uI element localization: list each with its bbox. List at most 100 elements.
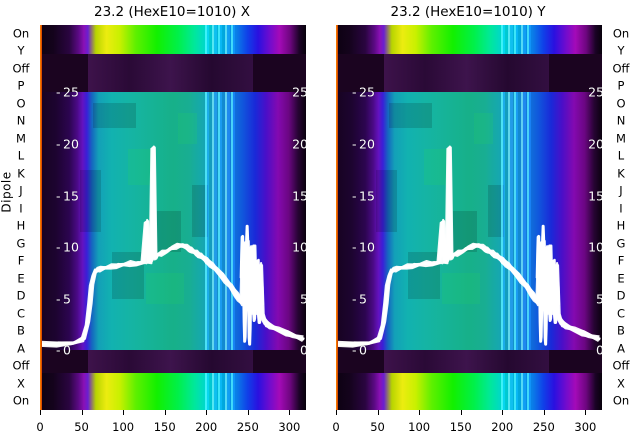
category-tick-label: E [617, 271, 625, 285]
category-tick-label: N [16, 113, 26, 128]
category-tick-label: J [619, 183, 623, 198]
category-axis-right: On Y Off P O N M L K J I H G F E D C B A Off X On [604, 25, 638, 410]
x-axis-tick-label: 50 [370, 420, 385, 434]
category-tick-label: J [19, 183, 23, 198]
inner-y-tick-label: -10 [352, 239, 375, 255]
inner-y-tick-label: 0 [300, 342, 306, 358]
category-tick-label: P [17, 78, 25, 93]
x-axis-tick-label: 150 [449, 420, 472, 434]
category-tick-label: Off [12, 61, 30, 75]
x-axis-tick-mark [419, 410, 421, 415]
inner-y-tick-label: -25 [352, 84, 375, 100]
category-tick-label: K [17, 166, 25, 180]
heat-stripe-region [203, 373, 237, 410]
category-tick-label: D [16, 288, 26, 303]
category-tick-label: I [619, 201, 623, 215]
heatmap-panel-x[interactable]: -25 25 -20 20 -15 15 -10 10 -5 5 -0 0 [40, 25, 306, 410]
heat-texture-patch [442, 272, 480, 304]
category-tick-label: H [16, 218, 26, 233]
x-axis-tick-mark [585, 410, 587, 415]
x-axis-tick-label: 50 [74, 420, 89, 434]
category-tick-label: Off [12, 358, 30, 373]
inner-y-tick-label: -10 [56, 239, 79, 255]
x-axis-tick-label: 200 [195, 420, 218, 434]
heat-gap-lower [40, 350, 306, 374]
heat-band-top [40, 25, 306, 54]
category-tick-label: G [616, 236, 626, 250]
heat-stripe-region [203, 25, 237, 54]
heat-texture-patch [474, 113, 493, 144]
x-axis-tick-label: 0 [36, 420, 44, 434]
heat-texture-patch [111, 252, 144, 299]
category-tick-label: A [17, 341, 25, 355]
heat-texture-patch [146, 272, 184, 304]
x-axis-tick-mark [81, 410, 83, 415]
inner-y-tick-label: 20 [588, 136, 602, 152]
category-tick-label: Off [612, 358, 630, 373]
heat-texture-patch [389, 102, 432, 129]
category-tick-label: D [616, 288, 626, 303]
heat-stripe-region [499, 373, 533, 410]
x-axis-tick-label: 100 [112, 420, 135, 434]
heat-texture-patch [487, 185, 504, 237]
x-axis-tick-mark [206, 410, 208, 415]
heat-band-bottom [40, 373, 306, 410]
inner-y-tick-label: 10 [588, 239, 602, 255]
inner-y-tick-label: -5 [352, 291, 367, 307]
x-axis-tick-mark [123, 410, 125, 415]
heat-stripe-region [499, 25, 533, 54]
category-tick-label: Y [617, 43, 625, 58]
heat-body [336, 92, 602, 351]
category-tick-label: X [17, 376, 25, 390]
heatmap-panel-y[interactable]: -25 25 -20 20 -15 15 -10 10 -5 5 -0 0 [336, 25, 602, 410]
category-tick-label: On [12, 26, 30, 40]
panel-edge-line [40, 25, 42, 410]
x-axis-tick-label: 100 [408, 420, 431, 434]
x-axis-tick-label: 300 [278, 420, 301, 434]
inner-y-tick-label: -5 [56, 291, 71, 307]
heat-stripe-region [203, 92, 237, 351]
category-tick-label: M [616, 131, 626, 145]
heat-texture-patch [407, 252, 440, 299]
heat-texture-patch [375, 169, 398, 232]
heat-gap-upper [40, 53, 306, 93]
heat-band-top [336, 25, 602, 54]
x-axis-tick-label: 0 [332, 420, 340, 434]
x-axis-tick-label: 150 [153, 420, 176, 434]
heat-texture-patch [93, 102, 136, 129]
category-tick-label: F [17, 253, 25, 268]
x-axis-left: 0 50 100 150 200 250 300 [36, 410, 306, 440]
x-axis-tick-mark [164, 410, 166, 415]
heat-texture-patch [191, 185, 208, 237]
category-tick-label: E [17, 271, 25, 285]
inner-y-tick-label: -20 [352, 136, 375, 152]
category-tick-label: O [616, 96, 626, 110]
category-tick-label: Y [17, 43, 25, 58]
x-axis-tick-mark [502, 410, 504, 415]
inner-y-tick-label: -15 [352, 188, 375, 204]
inner-y-tick-label: 10 [292, 239, 306, 255]
inner-y-tick-label: -25 [56, 84, 79, 100]
category-tick-label: C [16, 306, 26, 320]
panel-title-x: 23.2 (HexE10=1010) X [93, 4, 250, 20]
category-tick-label: K [617, 166, 625, 180]
category-tick-label: G [16, 236, 26, 250]
heat-texture-patch [79, 169, 102, 232]
category-tick-label: X [617, 376, 625, 390]
category-tick-label: O [16, 96, 26, 110]
x-axis-tick-label: 250 [236, 420, 259, 434]
x-axis-tick-mark [543, 410, 545, 415]
inner-y-tick-label: -0 [352, 342, 367, 358]
category-tick-label: C [616, 306, 626, 320]
x-axis-tick-mark [247, 410, 249, 415]
category-tick-label: On [612, 26, 630, 40]
panel-edge-line [336, 25, 338, 410]
category-tick-label: A [617, 341, 625, 355]
x-axis-right: 0 50 100 150 200 250 300 [332, 410, 602, 440]
x-axis-tick-mark [460, 410, 462, 415]
x-axis-tick-label: 250 [532, 420, 555, 434]
heat-gap-upper [336, 53, 602, 93]
inner-y-tick-label: -15 [56, 188, 79, 204]
heat-texture-patch [178, 113, 197, 144]
